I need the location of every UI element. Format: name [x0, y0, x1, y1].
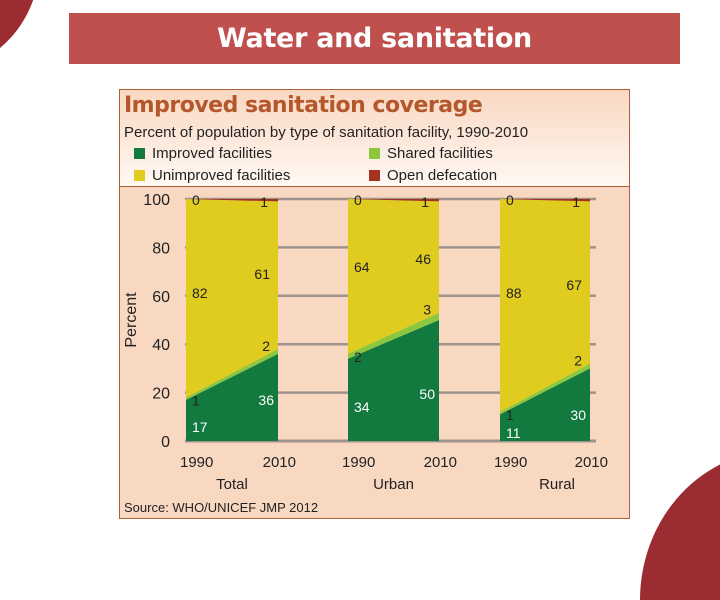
data-label: 1	[506, 407, 514, 423]
data-label: 3	[423, 302, 431, 318]
legend-swatch-improved	[134, 148, 145, 159]
data-label: 2	[354, 349, 362, 365]
data-label: 1	[421, 194, 429, 210]
area-shared-facilities	[500, 363, 590, 415]
legend-label: Shared facilities	[387, 145, 493, 162]
data-label: 1	[572, 194, 580, 210]
data-label: 0	[506, 192, 514, 208]
legend-item-unimproved: Unimproved facilities	[134, 167, 290, 184]
legend-label: Unimproved facilities	[152, 167, 291, 184]
data-label: 2	[574, 353, 582, 369]
area-improved-facilities	[500, 368, 590, 441]
slide-title: Water and sanitation	[217, 23, 532, 54]
chart-subtitle: Percent of population by type of sanitat…	[124, 124, 529, 141]
group-label: Urban	[373, 476, 414, 493]
group-label: Total	[216, 476, 248, 493]
data-label: 1	[192, 392, 200, 408]
legend-label: Improved facilities	[152, 145, 273, 162]
area-shared-facilities	[186, 349, 278, 400]
x-tick-label: 1990	[494, 454, 527, 471]
area-open-defecation	[186, 199, 278, 202]
legend-swatch-shared	[369, 148, 380, 159]
data-label: 82	[192, 285, 208, 301]
data-label: 0	[354, 192, 362, 208]
data-label: 17	[192, 419, 208, 435]
data-label: 2	[262, 338, 270, 354]
data-label: 46	[415, 251, 431, 267]
y-tick-label: 60	[152, 289, 170, 306]
y-tick-label: 0	[161, 434, 170, 451]
area-improved-facilities	[186, 353, 278, 441]
chart-title: Improved sanitation coverage	[124, 93, 483, 118]
data-label: 61	[254, 266, 270, 282]
area-unimproved-facilities	[500, 199, 590, 412]
data-label: 88	[506, 285, 522, 301]
x-tick-label: 2010	[424, 454, 457, 471]
legend-item-improved: Improved facilities	[134, 145, 272, 162]
area-open-defecation	[500, 199, 590, 202]
area-unimproved-facilities	[348, 199, 439, 354]
legend-label: Open defecation	[387, 167, 498, 184]
area-open-defecation	[348, 199, 439, 202]
y-tick-label: 20	[152, 386, 170, 403]
chart-source: Source: WHO/UNICEF JMP 2012	[124, 500, 319, 515]
data-label: 34	[354, 399, 370, 415]
legend-swatch-unimproved	[134, 170, 145, 181]
area-unimproved-facilities	[186, 199, 278, 398]
data-label: 11	[506, 425, 521, 441]
legend-swatch-open-defecation	[369, 170, 380, 181]
area-shared-facilities	[348, 312, 439, 359]
data-label: 67	[566, 277, 582, 293]
data-label: 50	[419, 386, 435, 402]
data-label: 36	[258, 392, 274, 408]
data-label: 1	[260, 194, 268, 210]
x-tick-label: 1990	[180, 454, 213, 471]
slide-title-bar: Water and sanitation	[69, 13, 680, 64]
y-axis-label: Percent	[123, 292, 140, 348]
chart-header: Improved sanitation coverage Percent of …	[120, 90, 629, 187]
legend-item-open-defecation: Open defecation	[369, 167, 497, 184]
data-label: 30	[570, 407, 586, 423]
y-tick-label: 100	[143, 192, 170, 209]
group-label: Rural	[539, 476, 575, 493]
data-label: 0	[192, 192, 200, 208]
y-tick-label: 80	[152, 240, 170, 257]
data-label: 64	[354, 259, 370, 275]
x-tick-label: 2010	[263, 454, 296, 471]
x-tick-label: 1990	[342, 454, 375, 471]
area-improved-facilities	[348, 320, 439, 441]
y-tick-label: 40	[152, 337, 170, 354]
legend-item-shared: Shared facilities	[369, 145, 493, 162]
x-tick-label: 2010	[575, 454, 608, 471]
